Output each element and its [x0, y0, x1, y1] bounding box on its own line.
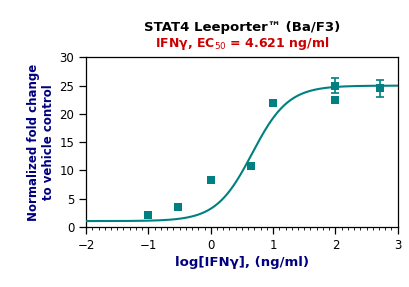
Text: STAT4 Leeporter™ (Ba/F3): STAT4 Leeporter™ (Ba/F3) [144, 21, 339, 34]
Point [247, 164, 254, 168]
X-axis label: log[IFNγ], (ng/ml): log[IFNγ], (ng/ml) [175, 256, 308, 269]
Point [376, 86, 382, 91]
Point [207, 178, 213, 182]
Point [331, 97, 338, 102]
Point [331, 83, 338, 88]
Y-axis label: Normalized fold change
to vehicle control: Normalized fold change to vehicle contro… [27, 63, 55, 221]
Point [175, 205, 181, 209]
Point [145, 213, 151, 218]
Text: IFNγ, EC$_{50}$ = 4.621 ng/ml: IFNγ, EC$_{50}$ = 4.621 ng/ml [155, 35, 328, 52]
Point [269, 100, 276, 105]
